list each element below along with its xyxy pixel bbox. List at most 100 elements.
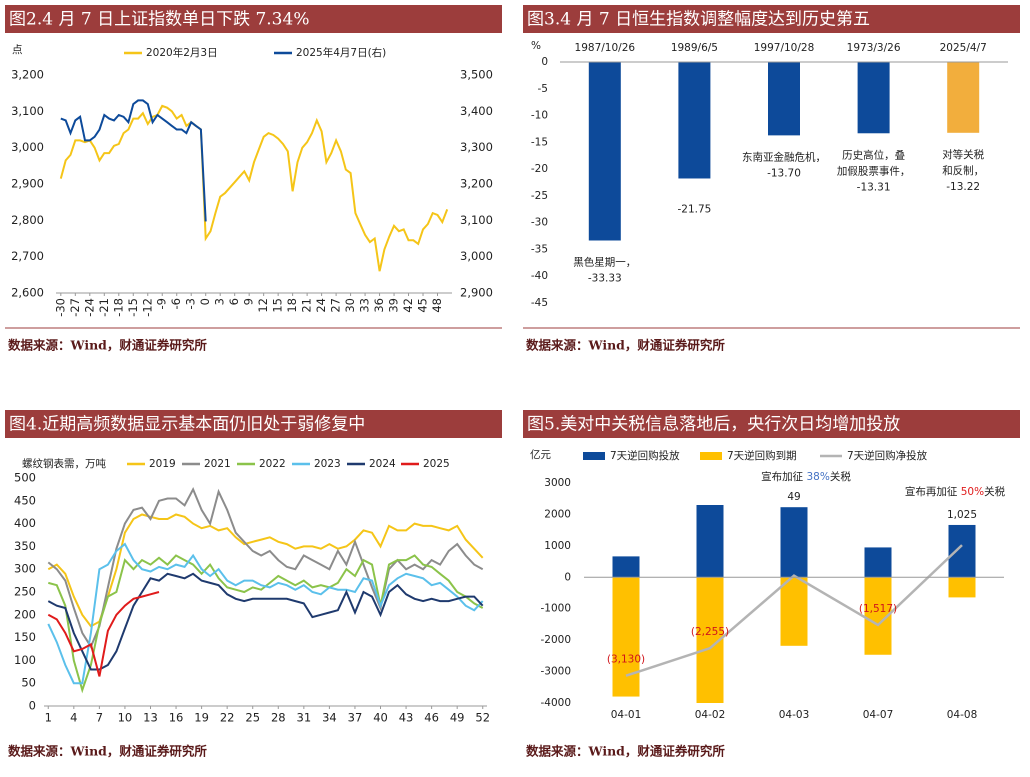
annotation-text: 宣布再加征 xyxy=(905,485,961,498)
x-tick-label: 19 xyxy=(194,711,209,725)
y2-tick-label: 3,300 xyxy=(460,140,493,154)
annotation: 和反制， xyxy=(942,164,984,177)
unit-label: 螺纹钢表需，万吨 xyxy=(22,457,106,470)
legend-label: 2020年2月3日 xyxy=(146,46,218,59)
y-tick-label: 1000 xyxy=(544,540,571,552)
x-tick-label: 15 xyxy=(271,298,285,313)
x-tick-label: 18 xyxy=(285,298,299,313)
legend-label: 2022 xyxy=(259,458,286,470)
x-tick-label: 34 xyxy=(322,711,337,725)
legend-swatch xyxy=(583,452,605,460)
y-tick-label: 0 xyxy=(541,56,548,68)
x-tick-label: 46 xyxy=(424,711,439,725)
y2-tick-label: 3,000 xyxy=(460,249,493,263)
y2-tick-label: 3,200 xyxy=(460,177,493,191)
source: 数据来源：Wind，财通证券研究所 xyxy=(525,744,725,759)
x-tick-label: 9 xyxy=(242,298,256,305)
y-tick-label: 350 xyxy=(14,539,36,553)
annotation-highlight: 50% xyxy=(961,486,984,498)
y-tick-label: 3,000 xyxy=(11,140,44,154)
x-tick-label: 04-02 xyxy=(695,709,726,721)
legend-label: 2023 xyxy=(314,458,341,470)
y-tick-label: -20 xyxy=(531,163,548,175)
value-label: -21.75 xyxy=(677,203,711,215)
y-tick-label: -2000 xyxy=(540,634,571,646)
x-tick-label: 45 xyxy=(416,298,430,313)
y-tick-label: 0 xyxy=(564,571,571,583)
value-label: -13.22 xyxy=(946,181,980,193)
x-tick-label: 43 xyxy=(399,711,414,725)
x-tick-label: -15 xyxy=(126,298,140,317)
x-tick-label: 27 xyxy=(329,298,343,313)
annotation-text: 关税 xyxy=(984,485,1005,498)
annotation: 黑色星期一， xyxy=(573,256,636,269)
panel-title: 图5.美对中关税信息落地后，央行次日均增加投放 xyxy=(527,415,900,435)
y2-tick-label: 3,100 xyxy=(460,213,493,227)
x-tick-label: 36 xyxy=(372,298,386,313)
value-label: (3,130) xyxy=(607,654,645,666)
y-tick-label: 2,900 xyxy=(11,177,44,191)
source: 数据来源：Wind，财通证券研究所 xyxy=(7,744,207,759)
x-tick-label: 42 xyxy=(401,298,415,313)
annotation-highlight: 38% xyxy=(807,471,830,483)
bar xyxy=(947,62,980,133)
legend-label: 2019 xyxy=(149,458,176,470)
x-tick-label: 28 xyxy=(271,711,286,725)
y-tick-label: 2,700 xyxy=(11,249,44,263)
legend-label: 7天逆回购投放 xyxy=(610,449,680,462)
category-label: 1989/6/5 xyxy=(671,42,718,54)
series-line xyxy=(47,542,484,685)
unit-label: 亿元 xyxy=(530,448,551,461)
source: 数据来源：Wind，财通证券研究所 xyxy=(7,338,207,353)
bar xyxy=(780,577,808,646)
x-tick-label: 04-08 xyxy=(947,709,978,721)
value-label: 1,025 xyxy=(947,509,977,521)
annotation: 东南亚金融危机， xyxy=(742,150,826,163)
x-tick-label: -21 xyxy=(97,298,111,317)
y-tick-label: 2,600 xyxy=(11,286,44,300)
x-tick-label: 04-03 xyxy=(779,709,810,721)
bar xyxy=(696,505,724,578)
legend-label: 2021 xyxy=(204,458,231,470)
x-tick-label: 39 xyxy=(387,298,401,313)
annotation-text: 宣布加征 xyxy=(761,470,806,483)
annotation: 历史高位，叠 xyxy=(842,148,905,161)
x-tick-label: -30 xyxy=(53,298,67,317)
y-tick-label: -4000 xyxy=(540,697,571,709)
panel-header xyxy=(5,5,502,33)
series-line xyxy=(625,544,963,677)
unit-label: % xyxy=(531,40,541,52)
x-tick-label: 37 xyxy=(348,711,363,725)
bar xyxy=(588,62,621,241)
bar xyxy=(864,547,892,578)
panel-header xyxy=(5,410,502,438)
y-tick-label: 2,800 xyxy=(11,213,44,227)
x-tick-label: 12 xyxy=(256,298,270,313)
annotation: 加假股票事件， xyxy=(837,164,911,177)
panel-title: 图2.4 月 7 日上证指数单日下跌 7.34% xyxy=(9,10,309,30)
x-tick-label: 7 xyxy=(96,711,103,725)
series-line xyxy=(47,591,160,677)
x-tick-label: -12 xyxy=(140,298,154,317)
y-tick-label: -30 xyxy=(531,217,548,229)
unit-label: 点 xyxy=(12,44,23,56)
series-line xyxy=(47,572,484,671)
legend-label: 2025 xyxy=(423,458,450,470)
category-label: 1997/10/28 xyxy=(754,42,815,54)
x-tick-label: -9 xyxy=(155,298,169,309)
y-tick-label: 3000 xyxy=(544,477,571,489)
y-tick-label: -25 xyxy=(531,190,548,202)
y-tick-label: 200 xyxy=(14,607,36,621)
x-tick-label: 10 xyxy=(118,711,133,725)
panel-header xyxy=(523,5,1020,33)
value-label: (2,255) xyxy=(691,626,729,638)
y-tick-label: 3,100 xyxy=(11,104,44,118)
x-tick-label: 4 xyxy=(70,711,77,725)
bar xyxy=(678,62,711,179)
y-tick-label: -35 xyxy=(531,243,548,255)
y-tick-label: 250 xyxy=(14,585,36,599)
y-tick-label: 450 xyxy=(14,493,36,507)
bar xyxy=(780,507,808,578)
series-line xyxy=(47,487,484,649)
